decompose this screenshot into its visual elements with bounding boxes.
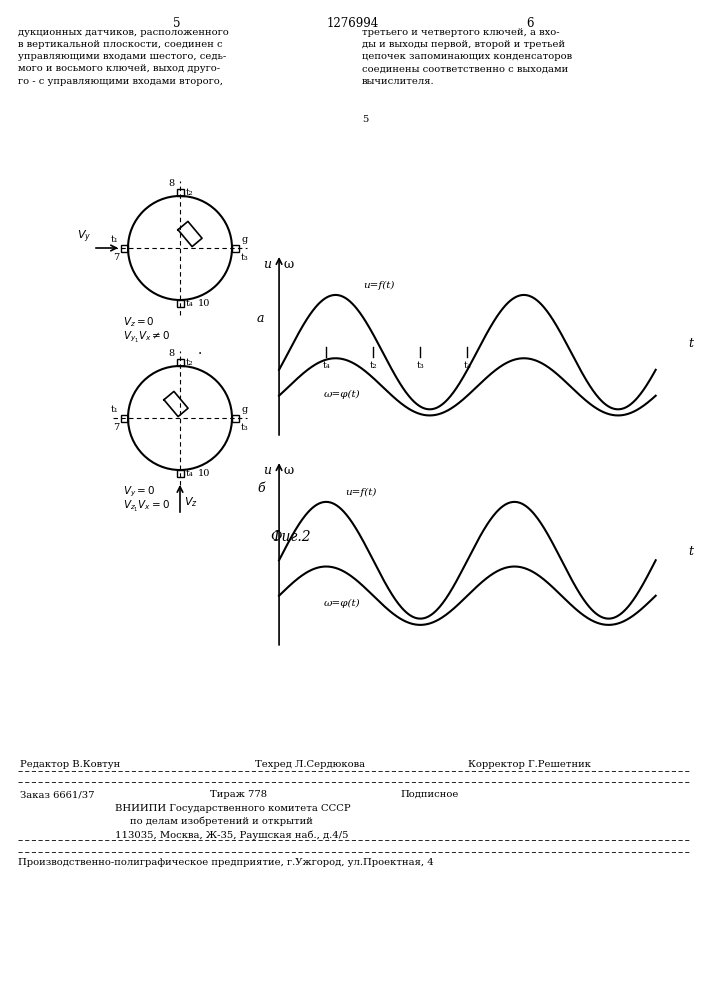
Text: 1276994: 1276994 <box>327 17 379 30</box>
Text: $V_{z_1}V_x=0$: $V_{z_1}V_x=0$ <box>123 499 170 514</box>
Text: 7: 7 <box>112 422 119 432</box>
Text: t₄: t₄ <box>464 361 472 370</box>
Text: t₄: t₄ <box>185 299 193 308</box>
Text: Тираж 778: Тираж 778 <box>210 790 267 799</box>
Bar <box>177 470 184 477</box>
Bar <box>232 414 239 422</box>
Text: ВНИИПИ Государственного комитета СССР: ВНИИПИ Государственного комитета СССР <box>115 804 351 813</box>
Bar <box>177 300 184 307</box>
Text: t₄: t₄ <box>322 361 330 370</box>
Text: 113035, Москва, Ж-35, Раушская наб., д.4/5: 113035, Москва, Ж-35, Раушская наб., д.4… <box>115 830 349 840</box>
Text: t₄: t₄ <box>185 469 193 478</box>
Bar <box>177 359 184 366</box>
Text: u: u <box>264 464 271 477</box>
Text: б: б <box>257 482 264 495</box>
Text: t: t <box>688 545 693 558</box>
Bar <box>121 244 128 251</box>
Text: третьего и четвертого ключей, а вхо-
ды и выходы первой, второй и третьей
цепоче: третьего и четвертого ключей, а вхо- ды … <box>362 28 572 86</box>
Text: ω=φ(t): ω=φ(t) <box>324 599 361 608</box>
Text: t₁: t₁ <box>111 234 119 243</box>
Text: $V_y$: $V_y$ <box>77 229 91 245</box>
Text: ω: ω <box>284 258 293 271</box>
Text: t₂: t₂ <box>185 358 193 367</box>
Text: u: u <box>264 258 271 271</box>
Text: $V_z$: $V_z$ <box>184 495 198 509</box>
Bar <box>177 189 184 196</box>
Text: 6: 6 <box>526 17 534 30</box>
Text: $V_z=0$: $V_z=0$ <box>123 315 155 329</box>
Text: 8: 8 <box>168 349 175 358</box>
Text: Заказ 6661/37: Заказ 6661/37 <box>20 790 95 799</box>
Text: Фиг.2: Фиг.2 <box>270 530 310 544</box>
Text: $V_{y_1}V_x\neq 0$: $V_{y_1}V_x\neq 0$ <box>123 329 170 344</box>
Text: ω: ω <box>284 464 293 477</box>
Text: Корректор Г.Решетник: Корректор Г.Решетник <box>468 760 591 769</box>
Bar <box>121 414 128 422</box>
Text: t₁: t₁ <box>111 404 119 414</box>
Text: дукционных датчиков, расположенного
в вертикальной плоскости, соединен с
управля: дукционных датчиков, расположенного в ве… <box>18 28 229 86</box>
Text: Подписное: Подписное <box>400 790 458 799</box>
Bar <box>232 244 239 251</box>
Text: t₃: t₃ <box>241 422 249 432</box>
Text: $V_y=0$: $V_y=0$ <box>123 485 156 499</box>
Text: 5: 5 <box>173 17 181 30</box>
Text: Редактор В.Ковтун: Редактор В.Ковтун <box>20 760 120 769</box>
Text: по делам изобретений и открытий: по делам изобретений и открытий <box>130 817 313 826</box>
Text: t₃: t₃ <box>416 361 424 370</box>
Text: Производственно-полиграфическое предприятие, г.Ужгород, ул.Проектная, 4: Производственно-полиграфическое предприя… <box>18 858 434 867</box>
Text: Техред Л.Сердюкова: Техред Л.Сердюкова <box>255 760 365 769</box>
Text: а: а <box>257 312 264 325</box>
Text: g: g <box>241 404 247 414</box>
Text: .: . <box>197 343 201 357</box>
Text: t₂: t₂ <box>370 361 377 370</box>
Text: t: t <box>688 337 693 350</box>
Text: 10: 10 <box>197 299 210 308</box>
Text: t₂: t₂ <box>185 188 193 197</box>
Text: 5: 5 <box>362 115 368 124</box>
Text: 10: 10 <box>197 469 210 478</box>
Text: 7: 7 <box>112 252 119 261</box>
Text: t₃: t₃ <box>241 252 249 261</box>
Text: ω=φ(t): ω=φ(t) <box>324 390 361 399</box>
Text: g: g <box>241 234 247 243</box>
Text: 8: 8 <box>168 179 175 188</box>
Text: u=f(t): u=f(t) <box>345 488 376 497</box>
Text: u=f(t): u=f(t) <box>363 281 395 290</box>
